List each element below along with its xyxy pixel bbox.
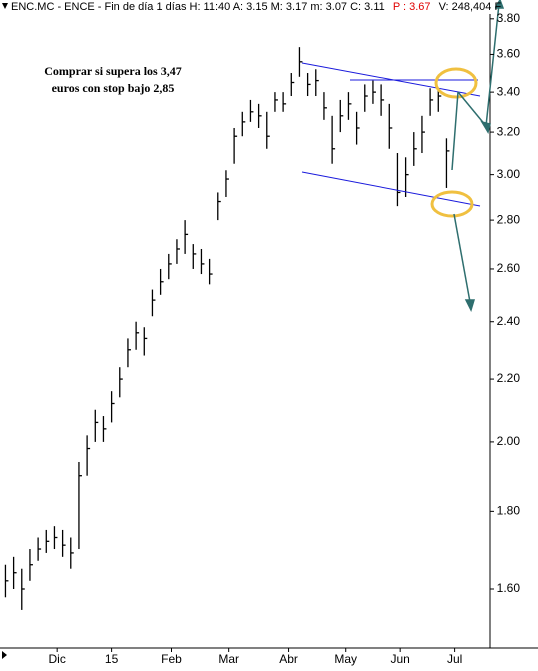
y-tick-label: 1.60 xyxy=(497,581,521,595)
y-tick-label: 3.40 xyxy=(497,84,521,98)
arrow-head xyxy=(480,120,491,134)
y-tick-label: 2.60 xyxy=(497,261,521,275)
arrows xyxy=(451,0,505,313)
header-bg xyxy=(0,0,495,14)
header-icon xyxy=(2,3,8,9)
x-tick-label: Abr xyxy=(279,652,298,666)
arrow xyxy=(451,91,459,171)
highlight-circle xyxy=(434,67,478,99)
annotation: Comprar si supera los 3,47 xyxy=(44,64,181,78)
trend-line xyxy=(301,171,481,207)
x-tick-label: May xyxy=(334,652,357,666)
scroll-marker xyxy=(2,651,7,659)
x-tick-label: 15 xyxy=(105,652,119,666)
y-tick-label: 3.20 xyxy=(497,124,521,138)
arrow-head xyxy=(493,0,505,9)
x-tick-label: Mar xyxy=(218,652,239,666)
x-tick-label: Feb xyxy=(161,652,182,666)
x-tick-label: Jun xyxy=(390,652,409,666)
y-tick-label: 3.00 xyxy=(497,167,521,181)
header-tail: V: 248,404 F xyxy=(439,1,502,13)
arrow xyxy=(457,91,487,127)
y-tick-label: 2.80 xyxy=(497,212,521,226)
y-tick-label: 2.20 xyxy=(497,371,521,385)
arrow xyxy=(485,3,500,127)
highlight-circle xyxy=(430,190,474,218)
y-tick-label: 1.80 xyxy=(497,504,521,518)
x-tick-label: Dic xyxy=(48,652,65,666)
header: ENC.MC - ENCE - Fin de día 1 días H: 11:… xyxy=(11,1,501,13)
header-highlight: P : 3.67 xyxy=(393,1,431,13)
y-tick-label: 3.80 xyxy=(497,11,521,25)
annotation: euros con stop bajo 2,85 xyxy=(52,81,175,95)
arrow-head xyxy=(464,299,476,313)
header-info: ENC.MC - ENCE - Fin de día 1 días H: 11:… xyxy=(11,1,385,13)
y-tick-label: 2.00 xyxy=(497,434,521,448)
arrow xyxy=(453,213,471,303)
y-tick-label: 2.40 xyxy=(497,314,521,328)
x-tick-label: Jul xyxy=(447,652,462,666)
y-tick-label: 3.60 xyxy=(497,47,521,61)
